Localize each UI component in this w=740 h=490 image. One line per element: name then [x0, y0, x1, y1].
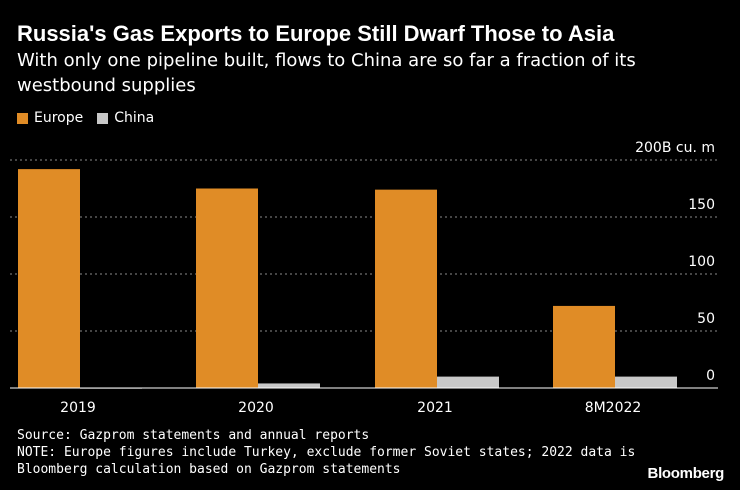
y-tick-label: 150 [688, 197, 715, 213]
legend-swatch-europe [17, 112, 28, 124]
bloomberg-logo: Bloomberg [647, 465, 725, 482]
bar-europe-2021 [375, 189, 437, 388]
legend-label-europe: Europe [34, 110, 84, 126]
x-tick-label: 8M2022 [585, 400, 642, 416]
legend-item-china: China [97, 110, 154, 126]
bar-china-8m2022 [615, 376, 677, 388]
axis: 0 50 100 150 200B cu. m 2019 2020 2021 8M2022 [10, 140, 718, 416]
bar-europe-2019 [18, 169, 80, 388]
y-tick-label: 50 [697, 311, 715, 327]
x-tick-label: 2019 [60, 400, 96, 416]
legend: Europe China [17, 110, 168, 126]
legend-item-europe: Europe [17, 110, 83, 126]
bar-china-2021 [437, 376, 499, 388]
chart-subtitle: With only one pipeline built, flows to C… [17, 50, 636, 96]
bar-china-2020 [258, 383, 320, 388]
note-line-1: NOTE: Europe figures include Turkey, exc… [17, 445, 636, 460]
y-tick-label: 0 [706, 368, 715, 384]
footer: Source: Gazprom statements and annual re… [17, 427, 637, 478]
y-tick-label: 200B cu. m [635, 140, 715, 156]
source-note: Source: Gazprom statements and annual re… [17, 428, 370, 443]
bars [18, 169, 677, 389]
gridlines [10, 159, 718, 332]
x-tick-label: 2020 [238, 400, 274, 416]
bar-europe-8m2022 [553, 305, 615, 388]
y-tick-label: 100 [688, 254, 715, 270]
note-line-2: Bloomberg calculation based on Gazprom s… [17, 462, 401, 477]
legend-label-china: China [114, 110, 155, 126]
bar-europe-2020 [196, 188, 258, 388]
chart-title: Russia's Gas Exports to Europe Still Dwa… [17, 21, 615, 46]
legend-swatch-china [97, 112, 109, 124]
x-tick-label: 2021 [417, 400, 453, 416]
